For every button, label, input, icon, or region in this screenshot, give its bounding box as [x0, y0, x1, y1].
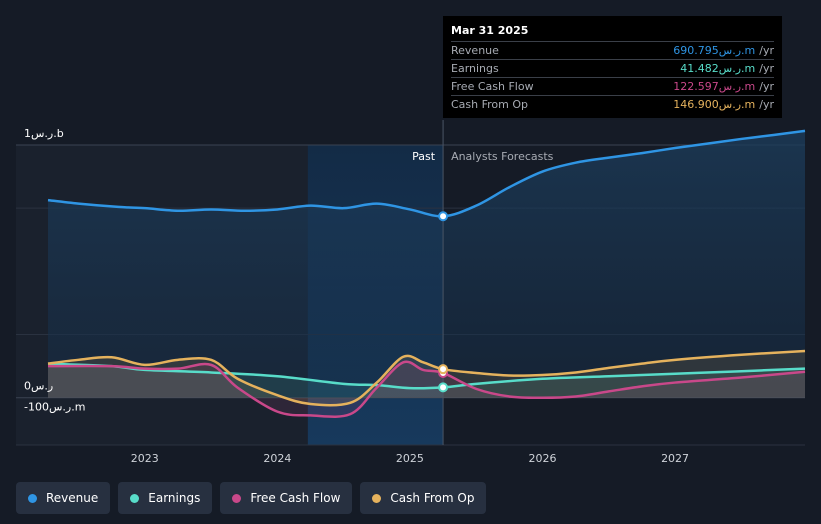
y-axis-label: 1ر.س.b	[24, 127, 64, 140]
legend-item-free-cash-flow[interactable]: Free Cash Flow	[220, 482, 353, 514]
tooltip-row-cash-from-op: Cash From Op 146.900ر.س.m/yr	[451, 95, 774, 113]
x-tick-label: 2026	[529, 452, 557, 465]
tooltip-value: 122.597ر.س.m	[673, 80, 756, 93]
legend-label: Earnings	[148, 491, 201, 505]
legend-item-revenue[interactable]: Revenue	[16, 482, 111, 514]
tooltip-value-group: 122.597ر.س.m/yr	[673, 78, 774, 95]
tooltip-value: 146.900ر.س.m	[673, 98, 756, 111]
tooltip-value: 690.795ر.س.m	[673, 44, 756, 57]
tooltip-unit: /yr	[759, 62, 774, 75]
series-line-cash-from-op	[47, 349, 806, 407]
legend-label: Cash From Op	[390, 491, 475, 505]
chart-tooltip: Mar 31 2025 Revenue 690.795ر.س.m/yr Earn…	[443, 16, 782, 118]
x-tick-label: 2024	[263, 452, 291, 465]
highlight-point-earnings	[438, 382, 449, 393]
past-label: Past	[412, 150, 436, 163]
tooltip-unit: /yr	[759, 80, 774, 93]
legend-label: Revenue	[46, 491, 99, 505]
forecast-label: Analysts Forecasts	[451, 150, 554, 163]
tooltip-label: Revenue	[451, 44, 499, 57]
tooltip-value-group: 690.795ر.س.m/yr	[673, 42, 774, 59]
tooltip-date: Mar 31 2025	[451, 24, 529, 37]
legend-dot-icon	[232, 493, 242, 503]
y-axis-label: 0ر.س	[24, 380, 53, 393]
chart-legend: Revenue Earnings Free Cash Flow Cash Fro…	[16, 482, 487, 514]
tooltip-row-revenue: Revenue 690.795ر.س.m/yr	[451, 41, 774, 59]
y-axis-label: -100ر.س.m	[24, 401, 85, 414]
tooltip-label: Free Cash Flow	[451, 80, 534, 93]
tooltip-label: Earnings	[451, 62, 499, 75]
highlight-point-revenue	[438, 211, 449, 222]
tooltip-value-group: 41.482ر.س.m/yr	[680, 60, 774, 77]
chart-canvas: Past Analysts Forecasts 1ر.س.b 0ر.س -100ر.س.…	[16, 120, 806, 465]
legend-item-cash-from-op[interactable]: Cash From Op	[360, 482, 487, 514]
x-tick-label: 2023	[131, 452, 159, 465]
tooltip-unit: /yr	[759, 44, 774, 57]
tooltip-row-earnings: Earnings 41.482ر.س.m/yr	[451, 59, 774, 77]
tooltip-row-free-cash-flow: Free Cash Flow 122.597ر.س.m/yr	[451, 77, 774, 95]
x-tick-label: 2027	[661, 452, 689, 465]
legend-dot-icon	[130, 493, 140, 503]
series-line-free-cash-flow	[47, 360, 806, 418]
tooltip-unit: /yr	[759, 98, 774, 111]
x-tick-label: 2025	[396, 452, 424, 465]
tooltip-value: 41.482ر.س.m	[680, 62, 756, 75]
legend-dot-icon	[28, 493, 37, 503]
legend-item-earnings[interactable]: Earnings	[118, 482, 213, 514]
series-line-revenue	[47, 129, 806, 218]
highlight-point-cash-from-op	[438, 364, 449, 375]
tooltip-value-group: 146.900ر.س.m/yr	[673, 96, 774, 113]
series-area-revenue	[48, 130, 805, 398]
tooltip-label: Cash From Op	[451, 98, 529, 111]
series-area-cash-from-op	[48, 350, 805, 406]
legend-label: Free Cash Flow	[250, 491, 341, 505]
legend-dot-icon	[372, 493, 382, 503]
series-line-earnings	[47, 362, 806, 390]
